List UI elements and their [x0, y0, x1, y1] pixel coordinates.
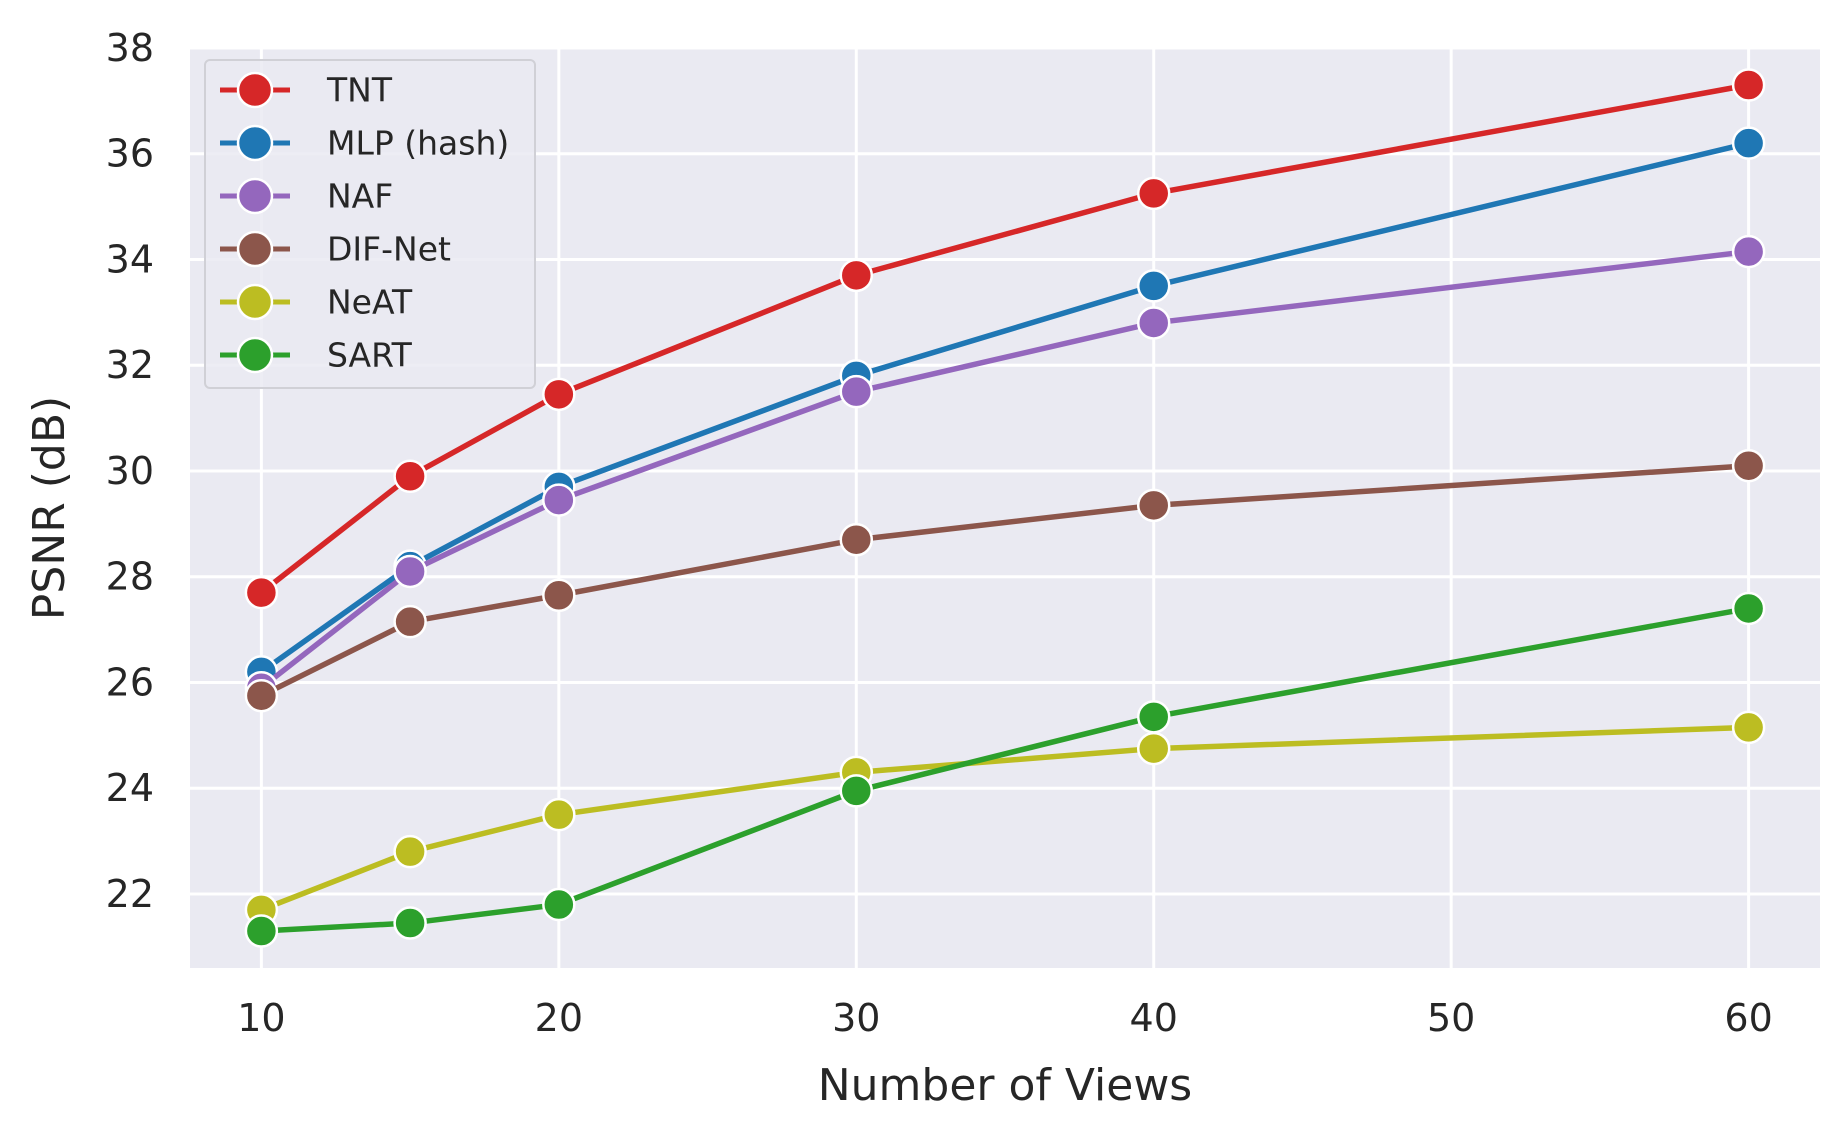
series-layer: [244, 68, 1766, 948]
data-point: [1731, 68, 1766, 102]
data-point: [1136, 306, 1171, 340]
data-point: [393, 604, 427, 639]
x-tick-label: 20: [535, 996, 583, 1040]
data-point: [1136, 176, 1171, 211]
series-line: [258, 724, 1752, 913]
y-tick-label: 34: [106, 237, 154, 281]
data-point: [839, 374, 874, 409]
data-point: [542, 578, 576, 612]
data-point: [393, 906, 427, 940]
series-sart: [244, 591, 1766, 948]
legend-label: TNT: [326, 71, 393, 110]
legend-marker: [236, 336, 274, 374]
legend-label: SART: [327, 336, 413, 375]
data-point: [542, 887, 576, 922]
series-line: [258, 82, 1752, 596]
y-tick-label: 24: [106, 766, 154, 810]
legend-marker: [236, 71, 274, 109]
legend-item: NAF: [220, 177, 393, 216]
y-tick-label: 30: [106, 449, 154, 493]
data-point: [839, 258, 874, 293]
legend-marker: [236, 124, 274, 162]
y-tick-label: 28: [106, 555, 154, 599]
data-point: [542, 797, 576, 832]
series-neat: [244, 710, 1766, 927]
data-point: [393, 834, 427, 869]
x-tick-label: 10: [237, 996, 285, 1040]
data-point: [393, 554, 427, 589]
data-point: [1731, 234, 1766, 269]
y-axis-label: PSNR (dB): [24, 396, 75, 620]
legend-label: NeAT: [327, 283, 413, 322]
legend-label: DIF-Net: [327, 230, 451, 269]
y-tick-label: 26: [106, 660, 154, 704]
data-point: [244, 678, 279, 713]
series-dif-net: [244, 448, 1766, 713]
data-point: [1731, 710, 1766, 745]
x-tick-label: 40: [1130, 996, 1178, 1040]
data-point: [1136, 269, 1171, 303]
data-point: [542, 377, 576, 412]
series-naf: [244, 234, 1766, 705]
legend-marker: [236, 283, 274, 321]
series-line: [258, 140, 1752, 675]
data-point: [839, 522, 874, 557]
legend-item: SART: [220, 336, 413, 375]
y-tick-label: 36: [106, 132, 154, 176]
legend: TNT MLP (hash) NAF DIF-Net NeAT SART: [204, 59, 536, 389]
series-line: [258, 248, 1752, 691]
data-point: [244, 575, 279, 610]
y-tick-label: 22: [106, 872, 154, 916]
series-line: [258, 462, 1752, 699]
series-line: [258, 605, 1752, 934]
data-point: [542, 483, 576, 517]
data-point: [1136, 731, 1171, 766]
legend-item: MLP (hash): [220, 124, 509, 163]
data-point: [1136, 700, 1171, 734]
x-tick-label: 50: [1427, 996, 1475, 1040]
data-point: [1731, 448, 1766, 483]
data-point: [244, 914, 279, 948]
y-tick-label: 32: [106, 343, 154, 387]
legend-item: NeAT: [220, 283, 413, 322]
legend-marker: [236, 230, 274, 268]
x-tick-label: 60: [1724, 996, 1772, 1040]
data-point: [1731, 126, 1766, 160]
data-point: [1136, 488, 1171, 523]
y-tick-label: 38: [106, 26, 154, 70]
legend-item: TNT: [220, 71, 393, 110]
series-tnt: [244, 68, 1766, 610]
data-point: [393, 459, 427, 494]
tick-labels: 10 20 30 40 50 60 22 24 26 28 30 32 34 36 38: [106, 26, 1773, 1040]
legend-label: NAF: [327, 177, 393, 216]
data-point: [1731, 591, 1766, 626]
data-point: [839, 774, 874, 808]
x-tick-label: 30: [832, 996, 880, 1040]
legend-marker: [236, 177, 274, 215]
grid: [190, 46, 1820, 968]
legend-label: MLP (hash): [327, 124, 509, 163]
x-axis-label: Number of Views: [818, 1060, 1192, 1111]
legend-item: DIF-Net: [220, 230, 451, 269]
